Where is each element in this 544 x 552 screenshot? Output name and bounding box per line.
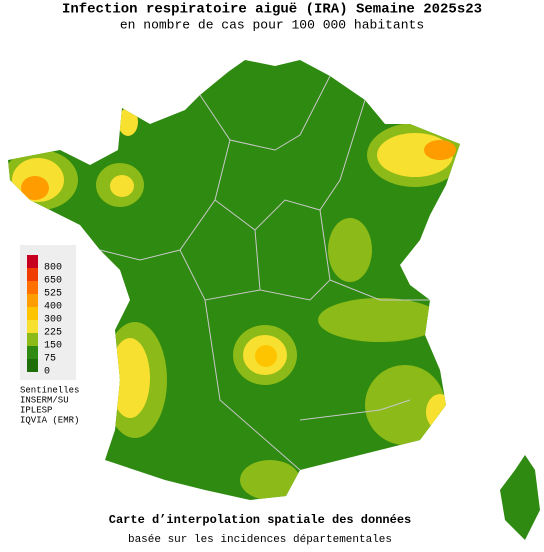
legend: 800 650 525 400 300 225 150 75 0 — [27, 255, 62, 378]
region-border — [204, 299, 301, 471]
map-caption: Carte d’interpolation spatiale des donné… — [109, 513, 411, 527]
map-note: basée sur les incidences départementales — [128, 534, 392, 546]
source-label: IQVIA (EMR) — [20, 415, 79, 425]
zone — [365, 365, 445, 445]
zone — [328, 218, 372, 282]
zone — [240, 460, 300, 500]
zone — [21, 176, 49, 200]
source-label: IPLESP — [20, 405, 52, 415]
source-label: INSERM/SU — [20, 395, 69, 405]
legend-swatch — [27, 268, 38, 281]
legend-label: 75 — [44, 354, 56, 365]
region-border — [254, 209, 331, 301]
legend-label: 650 — [44, 276, 62, 287]
region-border — [214, 99, 366, 231]
legend-label: 150 — [44, 341, 62, 352]
zone — [318, 298, 442, 342]
legend-swatch — [27, 346, 38, 359]
source-label: Sentinelles — [20, 385, 79, 395]
corsica — [500, 455, 540, 540]
region-border — [199, 75, 331, 151]
legend-label: 0 — [44, 367, 50, 378]
legend-swatch — [27, 333, 38, 346]
zone — [255, 345, 277, 367]
zone — [424, 140, 456, 160]
legend-label: 300 — [44, 315, 62, 326]
legend-label: 800 — [44, 263, 62, 274]
legend-swatch — [27, 320, 38, 333]
legend-label: 525 — [44, 289, 62, 300]
zone — [110, 175, 134, 197]
legend-swatch — [27, 281, 38, 294]
zone — [426, 394, 454, 430]
legend-label: 225 — [44, 328, 62, 339]
legend-label: 400 — [44, 302, 62, 313]
legend-swatch — [27, 294, 38, 307]
legend-swatch — [27, 359, 38, 372]
legend-swatch — [27, 255, 38, 268]
legend-swatch — [27, 307, 38, 320]
region-border — [299, 399, 411, 421]
region-border — [329, 279, 430, 301]
zone — [110, 338, 150, 418]
zone — [118, 108, 138, 136]
map-subtitle: en nombre de cas pour 100 000 habitants — [120, 17, 424, 32]
map-title: Infection respiratoire aiguë (IRA) Semai… — [62, 2, 482, 18]
